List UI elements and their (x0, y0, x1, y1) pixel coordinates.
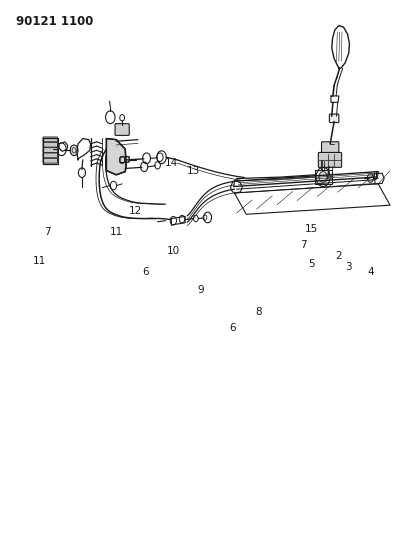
Text: 11: 11 (33, 256, 46, 266)
Text: 14: 14 (165, 158, 178, 167)
Text: 7: 7 (300, 240, 307, 250)
Circle shape (70, 145, 78, 156)
Text: 9: 9 (198, 286, 204, 295)
FancyBboxPatch shape (322, 142, 339, 156)
Text: 12: 12 (129, 206, 143, 215)
Text: 10: 10 (167, 246, 180, 255)
Text: 6: 6 (143, 267, 149, 277)
Text: 3: 3 (346, 262, 352, 271)
Text: 8: 8 (255, 307, 261, 317)
Text: 4: 4 (367, 267, 374, 277)
FancyBboxPatch shape (329, 114, 339, 123)
Text: 6: 6 (229, 323, 236, 333)
Text: 2: 2 (336, 251, 342, 261)
Polygon shape (106, 139, 126, 175)
Text: 5: 5 (308, 259, 314, 269)
FancyBboxPatch shape (43, 158, 58, 163)
Text: 7: 7 (44, 227, 50, 237)
FancyBboxPatch shape (43, 137, 58, 142)
FancyBboxPatch shape (43, 142, 58, 147)
Text: 90121 1100: 90121 1100 (16, 15, 93, 28)
Circle shape (367, 174, 374, 182)
Text: 11: 11 (110, 227, 123, 237)
FancyBboxPatch shape (318, 152, 342, 167)
FancyBboxPatch shape (115, 124, 129, 135)
Text: 15: 15 (305, 224, 318, 234)
Circle shape (316, 167, 330, 187)
Text: 1: 1 (373, 171, 379, 181)
FancyBboxPatch shape (43, 153, 58, 158)
Text: 13: 13 (186, 166, 200, 175)
FancyBboxPatch shape (43, 148, 58, 152)
